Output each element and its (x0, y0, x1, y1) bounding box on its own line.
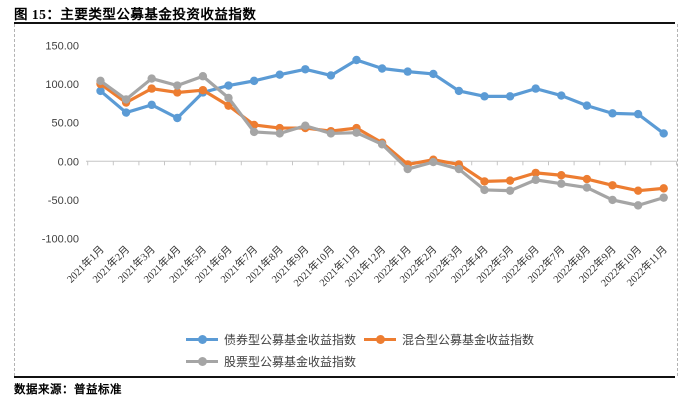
data-point-marker (147, 100, 156, 110)
data-point-marker (659, 193, 668, 202)
data-point-marker (198, 72, 208, 81)
data-point-marker (429, 69, 438, 79)
data-point-marker (301, 121, 310, 130)
right-dashed-border (677, 24, 678, 376)
data-point-marker (531, 84, 540, 93)
data-point-marker (659, 129, 668, 138)
y-axis-tick-label: -50.00 (48, 195, 79, 207)
series-1 (96, 79, 668, 195)
data-point-marker (403, 164, 412, 174)
data-point-marker (352, 55, 361, 65)
data-point-marker (326, 71, 336, 80)
data-point-marker (377, 64, 387, 73)
top-divider (14, 22, 675, 24)
data-point-marker (505, 186, 515, 195)
legend-label: 股票型公募基金收益指数 (224, 354, 357, 369)
data-point-marker (557, 171, 566, 180)
legend-item-bond-fund-index: 债券型公募基金收益指数 (186, 331, 356, 348)
data-point-marker (301, 65, 310, 74)
legend-dot-swatch (376, 334, 386, 344)
data-point-marker (633, 186, 643, 195)
y-axis-tick-label: 100.00 (45, 79, 79, 91)
data-point-marker (557, 179, 566, 188)
legend-label: 混合型公募基金收益指数 (402, 332, 535, 347)
series-0 (96, 55, 668, 138)
y-axis-tick-label: 150.00 (45, 40, 79, 52)
left-dashed-border (14, 24, 15, 376)
data-point-marker (224, 101, 233, 110)
data-point-marker (249, 127, 259, 137)
data-point-marker (454, 86, 464, 96)
chart-legend: 债券型公募基金收益指数 混合型公募基金收益指数 股票型公募基金收益指数 (186, 328, 542, 372)
data-point-marker (480, 185, 489, 195)
y-axis-tick-label: 0.00 (58, 156, 79, 168)
data-point-marker (480, 92, 489, 101)
data-point-marker (249, 76, 259, 86)
data-point-marker (608, 181, 617, 190)
data-point-marker (275, 129, 284, 138)
data-point-marker (633, 201, 643, 210)
legend-dot-swatch (198, 334, 207, 344)
legend-dot-swatch (198, 356, 207, 366)
series-2 (96, 72, 668, 210)
data-point-marker (505, 92, 515, 101)
data-point-marker (173, 81, 182, 90)
data-point-marker (659, 184, 668, 193)
data-point-marker (608, 109, 617, 118)
data-source-note: 数据来源：普益标准 (14, 384, 122, 396)
data-point-marker (505, 176, 515, 185)
legend-item-hybrid-fund-index: 混合型公募基金收益指数 (364, 331, 534, 348)
legend-label: 债券型公募基金收益指数 (224, 332, 357, 347)
legend-row-1: 债券型公募基金收益指数 混合型公募基金收益指数 (186, 328, 542, 350)
data-point-marker (224, 93, 233, 103)
series-line (98, 82, 666, 193)
data-point-marker (531, 168, 540, 178)
data-point-marker (198, 85, 208, 95)
data-point-marker (96, 86, 105, 96)
legend-marker (186, 334, 218, 344)
data-point-marker (121, 108, 131, 117)
data-point-marker (121, 95, 131, 104)
data-point-marker (633, 109, 643, 119)
data-point-marker (454, 164, 464, 174)
y-axis-tick-label: 50.00 (51, 118, 79, 130)
bottom-divider (14, 376, 675, 378)
legend-item-stock-fund-index: 股票型公募基金收益指数 (186, 353, 356, 370)
legend-marker (186, 356, 218, 366)
data-point-marker (582, 174, 592, 184)
data-point-marker (377, 140, 387, 149)
data-point-marker (582, 101, 592, 110)
data-point-marker (403, 67, 412, 76)
data-point-marker (173, 113, 182, 123)
legend-row-2: 股票型公募基金收益指数 (186, 350, 542, 372)
data-point-marker (608, 195, 617, 205)
data-point-marker (147, 74, 156, 83)
data-point-marker (96, 76, 105, 86)
data-point-marker (429, 157, 438, 167)
data-point-marker (326, 129, 336, 138)
data-point-marker (480, 177, 489, 186)
data-point-marker (352, 128, 361, 137)
figure-title: 图 15：主要类型公募基金投资收益指数 (14, 7, 257, 22)
data-point-marker (275, 70, 284, 79)
data-point-marker (531, 175, 540, 185)
data-point-marker (582, 183, 592, 192)
data-point-marker (173, 88, 182, 97)
data-point-marker (557, 91, 566, 100)
legend-marker (364, 334, 397, 344)
data-point-marker (224, 81, 233, 90)
data-point-marker (147, 84, 156, 93)
y-axis-tick-label: -100.00 (42, 234, 79, 246)
